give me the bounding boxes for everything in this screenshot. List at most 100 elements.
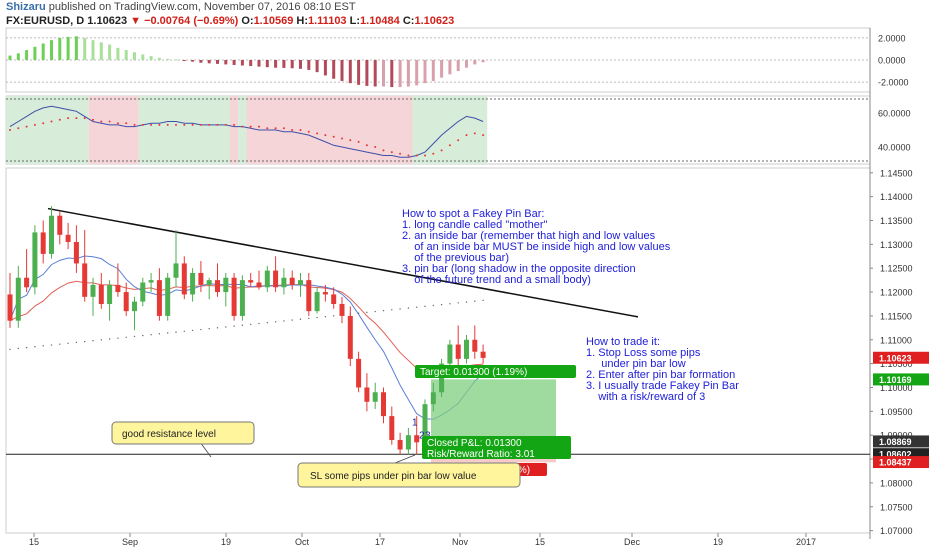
rsi-signal-dot <box>191 123 194 126</box>
long-ma-dot <box>216 327 219 329</box>
spot-note-line: 2. an inside bar (remember that high and… <box>402 230 656 242</box>
osc-bar <box>382 60 385 87</box>
target-label-box <box>415 365 576 378</box>
candle-body <box>40 232 46 254</box>
long-ma-dot <box>67 342 69 344</box>
osc-bar <box>50 40 53 60</box>
candle-body <box>472 339 478 352</box>
rsi-bear-zone <box>229 96 239 164</box>
candle-body <box>356 358 362 388</box>
rsi-signal-dot <box>9 129 11 131</box>
price-tag-text: 1.10623 <box>879 353 912 363</box>
candle-body <box>223 277 229 293</box>
candle-body <box>455 344 461 359</box>
publish-info: published on TradingView.com, November 0… <box>48 1 356 13</box>
price-tick-label: 1.07000 <box>880 526 913 536</box>
osc-bar <box>299 60 302 69</box>
osc-bar <box>240 60 244 66</box>
osc-bar <box>415 60 419 86</box>
price-tick-label: 1.14500 <box>880 168 913 178</box>
rsi-signal-dot <box>233 123 236 126</box>
long-ma-dot <box>117 337 119 339</box>
long-ma-dot <box>50 344 53 346</box>
osc-bar <box>99 42 103 60</box>
candle-body <box>264 270 270 288</box>
osc-bar <box>174 59 178 61</box>
long-ma-dot <box>283 320 285 322</box>
rsi-signal-dot <box>50 120 53 123</box>
osc-bar <box>74 36 78 60</box>
rsi-signal-dot <box>357 140 360 143</box>
spot-note-line: of an inside bar MUST be inside high and… <box>402 241 671 253</box>
rsi-signal-dot <box>415 154 418 157</box>
time-tick-label: Sep <box>122 537 138 547</box>
osc-bar <box>398 60 402 88</box>
candle-body <box>107 284 113 304</box>
price-tag-text: 1.08869 <box>879 437 912 447</box>
long-ma-dot <box>34 346 36 348</box>
osc-bar <box>481 60 485 63</box>
candle-body <box>90 284 96 297</box>
candle-body <box>231 277 237 316</box>
osc-bar <box>8 55 12 60</box>
long-ma-dot <box>299 318 302 320</box>
rsi-signal-dot <box>274 127 277 130</box>
osc-bar <box>456 60 460 72</box>
candle-body <box>381 392 386 417</box>
long-ma-dot <box>42 345 44 347</box>
long-ma-dot <box>407 307 410 309</box>
osc-bar <box>332 60 336 79</box>
osc-bar <box>182 60 186 61</box>
rsi-signal-dot <box>399 152 402 155</box>
candle-body <box>364 387 370 402</box>
author-name[interactable]: Shizaru <box>6 1 46 13</box>
rsi-signal-dot <box>58 118 61 121</box>
rsi-bull-zone <box>412 96 488 164</box>
rsi-signal-dot <box>258 125 260 128</box>
price-change: −0.00764 (−0.69%) <box>144 15 239 27</box>
long-ma-dot <box>133 335 136 338</box>
osc-bar <box>282 60 286 68</box>
osc-bar <box>199 60 203 63</box>
spot-note-line: 1. long candle called "mother" <box>402 219 547 231</box>
osc-bar <box>423 60 427 84</box>
osc-bar <box>307 60 311 70</box>
long-ma-dot <box>150 334 152 336</box>
osc-bar <box>207 60 211 64</box>
long-ma-dot <box>258 322 260 325</box>
price-tick-label: 1.09500 <box>880 407 913 417</box>
rsi-signal-dot <box>158 123 161 126</box>
long-ma-dot <box>183 330 185 332</box>
long-ma-dot <box>200 328 202 331</box>
rsi-signal-dot <box>299 129 302 131</box>
osc-bar <box>166 58 170 60</box>
long-ma-dot <box>191 329 194 332</box>
candle-body <box>422 404 428 443</box>
price-tick-label: 1.11500 <box>880 311 912 321</box>
spot-note-line: of the future trend and a small body) <box>402 274 591 286</box>
candle-body <box>464 339 469 359</box>
osc-bar <box>373 60 377 87</box>
long-ma-dot <box>25 346 28 349</box>
rsi-signal-dot <box>307 130 310 133</box>
candle-body <box>414 435 420 443</box>
osc-bar <box>232 60 236 65</box>
rsi-signal-dot <box>349 139 352 142</box>
price-tag-box <box>873 373 929 386</box>
sl-note-text: SL some pips under pin bar low value <box>310 471 477 482</box>
osc-bar <box>83 37 87 60</box>
rsi-signal-dot <box>175 123 177 126</box>
osc-bar <box>323 60 327 76</box>
long-ma-dot <box>9 348 11 351</box>
price-tag-box <box>873 351 929 364</box>
osc-bar <box>41 43 45 60</box>
osc-tick-label: 2.0000 <box>878 33 906 43</box>
long-ma-dot <box>158 333 161 335</box>
time-tick-label: 19 <box>221 537 231 547</box>
long-ma-dot <box>108 338 111 340</box>
osc-bar <box>431 60 435 81</box>
long-ma-dot <box>391 309 393 311</box>
rsi-bull-zone <box>138 96 230 164</box>
rsi-signal-dot <box>83 117 86 120</box>
